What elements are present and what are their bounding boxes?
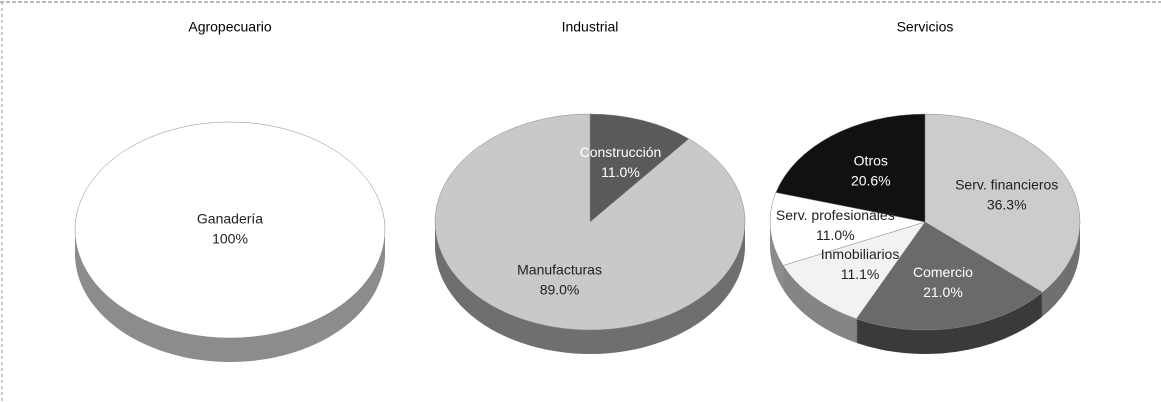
slice-value: 36.3% xyxy=(987,197,1027,213)
slice-label: Ganadería xyxy=(197,211,263,227)
pie-slice xyxy=(775,113,926,223)
pie-slice xyxy=(434,113,746,331)
pie-slice xyxy=(924,113,1081,293)
pie-slice xyxy=(769,192,926,266)
slice-value: 20.6% xyxy=(851,173,891,189)
chart-title: Agropecuario xyxy=(188,19,271,35)
pie-slice xyxy=(589,113,690,223)
pie-slice xyxy=(855,221,1043,331)
pie-slice xyxy=(782,221,926,320)
slice-label: Inmobiliarios xyxy=(821,246,900,262)
slice-label: Manufacturas xyxy=(517,262,602,278)
pie-slice xyxy=(74,121,386,339)
chart-title: Servicios xyxy=(897,19,954,35)
slice-value: 11.0% xyxy=(816,227,855,243)
slice-value: 21.0% xyxy=(923,284,963,300)
slice-value: 11.0% xyxy=(601,164,640,180)
slice-label: Serv. profesionales xyxy=(776,207,895,223)
slice-label: Construcción xyxy=(580,144,662,160)
slice-value: 11.1% xyxy=(841,266,880,282)
slice-value: 100% xyxy=(212,231,248,247)
slice-label: Otros xyxy=(854,153,888,169)
slice-label: Serv. financieros xyxy=(955,177,1058,193)
chart-title: Industrial xyxy=(562,19,619,35)
slice-label: Comercio xyxy=(913,264,973,280)
slice-value: 89.0% xyxy=(540,282,580,298)
